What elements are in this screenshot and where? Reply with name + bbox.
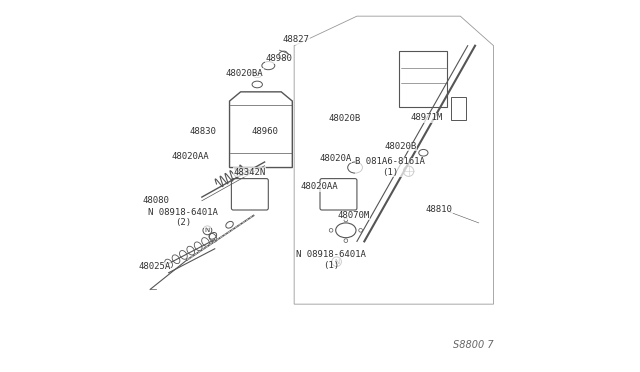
Text: 48980: 48980	[266, 54, 293, 63]
Text: 48830: 48830	[189, 127, 216, 136]
Text: S8800 7: S8800 7	[453, 340, 493, 350]
Text: B 081A6-8161A
(1): B 081A6-8161A (1)	[355, 157, 425, 176]
Bar	[451, 97, 466, 119]
Text: 48960: 48960	[252, 127, 279, 136]
Text: N: N	[334, 259, 339, 265]
Text: 48070M: 48070M	[337, 211, 369, 220]
Text: 48025A: 48025A	[138, 262, 171, 271]
Text: 48020AA: 48020AA	[172, 152, 209, 161]
Text: 48080: 48080	[142, 196, 169, 205]
Text: 48020BA: 48020BA	[225, 69, 263, 78]
Text: 48020B: 48020B	[385, 142, 417, 151]
Text: 48971M: 48971M	[411, 113, 443, 122]
Text: N 08918-6401A
(1): N 08918-6401A (1)	[296, 250, 366, 270]
Text: 48020AA: 48020AA	[300, 182, 338, 191]
Text: 48020A: 48020A	[320, 154, 352, 163]
Text: N 08918-6401A
(2): N 08918-6401A (2)	[148, 208, 218, 227]
Text: 48810: 48810	[426, 205, 452, 214]
Text: 48827: 48827	[283, 35, 309, 44]
Text: 48020B: 48020B	[328, 114, 361, 123]
Text: N: N	[205, 227, 210, 233]
Text: 48342N: 48342N	[234, 168, 266, 177]
